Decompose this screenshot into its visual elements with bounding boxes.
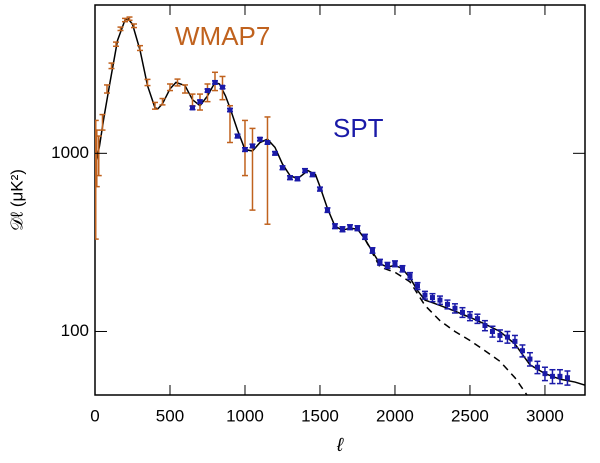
data-point	[204, 88, 210, 94]
data-point	[452, 305, 458, 311]
data-point	[354, 225, 360, 231]
data-point	[407, 273, 413, 279]
error-bar	[99, 113, 106, 131]
plot-area	[95, 16, 585, 395]
x-tick-label: 3000	[526, 406, 564, 425]
error-bar	[130, 23, 137, 29]
data-point	[189, 105, 195, 111]
data-point	[384, 262, 390, 268]
data-point	[227, 107, 233, 113]
data-point	[302, 168, 308, 174]
x-tick-label: 1500	[301, 406, 339, 425]
x-tick-label: 0	[90, 406, 99, 425]
x-tick-label: 2000	[376, 406, 414, 425]
x-axis-label: ℓ	[336, 435, 344, 456]
data-point	[369, 247, 375, 253]
data-point	[264, 140, 270, 146]
data-point	[527, 356, 533, 362]
data-point	[317, 186, 323, 192]
data-point	[272, 150, 278, 156]
y-axis-label: 𝒟ℓ (μK²)	[7, 169, 26, 231]
data-point	[489, 328, 495, 334]
wmap-annotation: WMAP7	[175, 21, 270, 51]
data-point	[347, 224, 353, 230]
x-tick-label: 1000	[226, 406, 264, 425]
data-point	[482, 323, 488, 329]
data-point	[512, 338, 518, 344]
plot-frame	[94, 4, 586, 396]
data-point	[437, 297, 443, 303]
model-line	[95, 17, 585, 386]
error-bar	[181, 84, 188, 94]
data-point	[279, 165, 285, 171]
spt-annotation: SPT	[333, 113, 384, 143]
data-point	[414, 283, 420, 289]
data-point	[212, 79, 218, 85]
data-point	[197, 99, 203, 105]
data-point	[377, 259, 383, 265]
data-point	[287, 175, 293, 181]
error-bar	[117, 26, 124, 32]
error-bar	[95, 119, 99, 240]
data-point	[557, 373, 563, 379]
data-point	[467, 313, 473, 319]
data-point	[497, 332, 503, 338]
error-bar	[112, 41, 119, 48]
error-bar	[126, 16, 133, 22]
model-line	[364, 238, 528, 395]
data-point	[422, 292, 428, 298]
data-point	[504, 334, 510, 340]
data-point	[257, 136, 263, 142]
error-bar	[108, 62, 115, 70]
data-point	[242, 147, 248, 153]
data-point	[339, 226, 345, 232]
data-point	[219, 84, 225, 90]
error-bar	[174, 78, 181, 87]
data-point	[324, 207, 330, 213]
x-tick-label: 2500	[451, 406, 489, 425]
error-bar	[144, 78, 151, 87]
data-point	[564, 375, 570, 381]
data-point	[309, 172, 315, 178]
error-bar	[249, 127, 256, 211]
error-bar	[95, 135, 102, 177]
data-point	[549, 373, 555, 379]
data-point	[459, 309, 465, 315]
error-bar	[151, 101, 158, 110]
data-point	[392, 261, 398, 267]
error-bar	[159, 97, 166, 106]
error-bar	[103, 84, 110, 94]
data-point	[429, 295, 435, 301]
y-tick-label: 100	[61, 321, 89, 340]
error-bar	[264, 116, 271, 225]
data-point	[362, 234, 368, 240]
data-point	[444, 301, 450, 307]
data-point	[399, 266, 405, 272]
data-point	[542, 371, 548, 377]
error-bar	[166, 83, 173, 92]
data-point	[534, 364, 540, 370]
data-point	[332, 223, 338, 229]
error-bar	[95, 129, 100, 188]
y-tick-label: 1000	[51, 143, 89, 162]
data-point	[249, 143, 255, 149]
data-point	[234, 133, 240, 139]
error-bar	[136, 44, 143, 52]
x-tick-label: 500	[156, 406, 184, 425]
data-point	[294, 176, 300, 182]
data-point	[519, 348, 525, 354]
error-bar	[121, 17, 128, 23]
data-point	[474, 316, 480, 322]
